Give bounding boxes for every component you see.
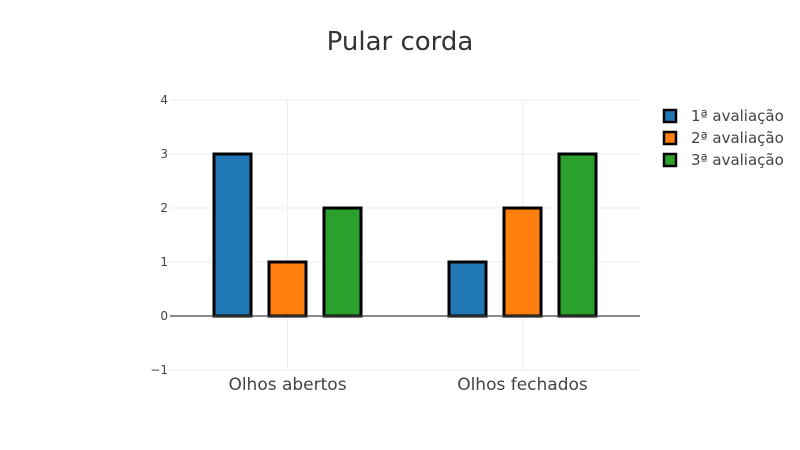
bar[interactable]: [322, 206, 363, 318]
y-tick-label: 2: [160, 201, 168, 215]
legend-item-label[interactable]: 1ª avaliação: [691, 107, 784, 125]
y-tick-label: −1: [150, 363, 168, 377]
x-tick-label: Olhos fechados: [457, 375, 588, 395]
bar[interactable]: [502, 206, 543, 318]
bar[interactable]: [212, 152, 253, 318]
bar[interactable]: [557, 152, 598, 318]
legend-item-label[interactable]: 3ª avaliação: [691, 151, 784, 169]
y-tick-label: 1: [160, 255, 168, 269]
bar[interactable]: [447, 260, 488, 318]
legend-swatch[interactable]: [662, 108, 678, 124]
legend-swatch[interactable]: [662, 152, 678, 168]
legend-swatch[interactable]: [662, 130, 678, 146]
y-tick-label: 4: [160, 93, 168, 107]
y-tick-label: 0: [160, 309, 168, 323]
y-tick-label: 3: [160, 147, 168, 161]
legend-item-label[interactable]: 2ª avaliação: [691, 129, 784, 147]
legend[interactable]: 1ª avaliação 2ª avaliação 3ª avaliação: [662, 107, 784, 169]
bar[interactable]: [267, 260, 308, 318]
axes: −1 0 1 2 3 4 Olhos abertos Olhos fechados: [150, 93, 640, 395]
chart-title: Pular corda: [327, 27, 474, 57]
bars-group: [212, 152, 598, 318]
x-tick-label: Olhos abertos: [228, 375, 346, 395]
